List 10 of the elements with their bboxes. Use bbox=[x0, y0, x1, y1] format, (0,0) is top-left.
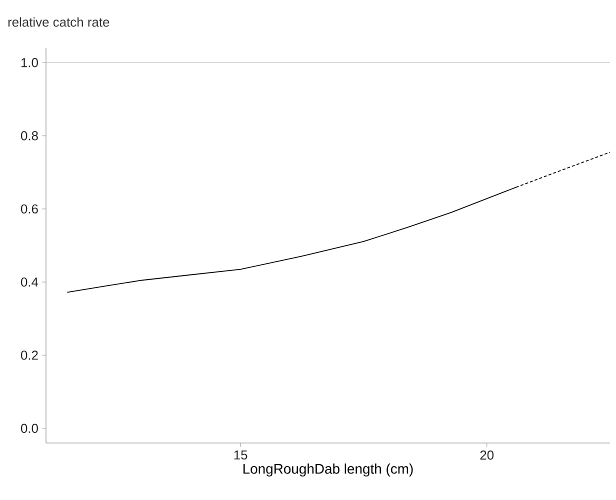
x-tick-label: 20 bbox=[480, 450, 494, 460]
y-tick-label: 0.0 bbox=[20, 424, 38, 433]
x-axis-title: LongRoughDab length (cm) bbox=[243, 464, 413, 477]
x-tick-label: 15 bbox=[234, 450, 248, 460]
y-tick-label: 0.6 bbox=[20, 204, 38, 214]
y-tick-label: 0.4 bbox=[20, 277, 38, 287]
y-tick-label: 0.8 bbox=[20, 131, 38, 140]
y-tick-label: 0.2 bbox=[20, 350, 38, 360]
y-axis-title: relative catch rate bbox=[8, 17, 110, 27]
y-tick-label: 1.0 bbox=[21, 58, 38, 68]
